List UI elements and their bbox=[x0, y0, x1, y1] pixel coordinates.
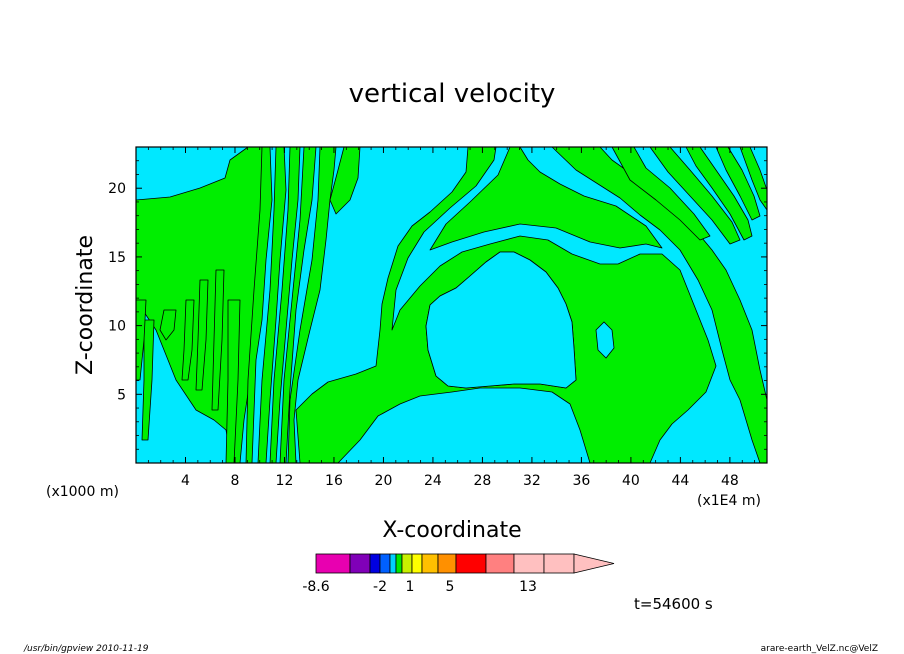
y-tick-label: 5 bbox=[117, 387, 126, 403]
contour-region-10 bbox=[611, 146, 711, 241]
x-axis-label: X-coordinate bbox=[382, 518, 521, 543]
contour-region-3 bbox=[257, 146, 287, 464]
x-tick-label: 24 bbox=[424, 473, 442, 489]
colorbar-labels: -8.6 -2 1 5 13 bbox=[302, 579, 537, 595]
x-axis-ticks: 4 8 12 16 20 24 28 32 36 40 44 48 bbox=[147, 147, 756, 489]
colorbar-segment bbox=[395, 553, 403, 574]
time-label: t=54600 s bbox=[634, 595, 713, 613]
colorbar-tick-label: 1 bbox=[406, 579, 415, 595]
contour-region-21 bbox=[141, 319, 155, 441]
contour-region-4 bbox=[269, 146, 301, 464]
chart-title: vertical velocity bbox=[349, 79, 556, 109]
contour-region-17 bbox=[211, 269, 225, 411]
x-tick-label: 32 bbox=[523, 473, 541, 489]
contour-region-6 bbox=[287, 146, 337, 464]
y-tick-label: 20 bbox=[108, 181, 126, 197]
x-tick-label: 48 bbox=[721, 473, 739, 489]
x-tick-label: 40 bbox=[622, 473, 640, 489]
plot-area bbox=[135, 146, 768, 464]
colorbar-segment bbox=[389, 553, 397, 574]
colorbar-segment bbox=[421, 553, 439, 574]
x-tick-label: 44 bbox=[671, 473, 689, 489]
plot-frame bbox=[135, 146, 768, 464]
colorbar-segment bbox=[513, 553, 545, 574]
colorbar-segment bbox=[411, 553, 423, 574]
colorbar-arrow bbox=[573, 553, 615, 574]
contour-region-12 bbox=[685, 146, 753, 241]
contour-region-20 bbox=[159, 309, 177, 341]
contour-region-18 bbox=[195, 279, 209, 391]
colorbar-segment bbox=[543, 553, 575, 574]
y-unit-label: (x1000 m) bbox=[46, 484, 119, 500]
contour-region-negative-core bbox=[425, 251, 577, 389]
colorbar-segment bbox=[379, 553, 391, 574]
contour-region-7 bbox=[329, 146, 361, 215]
colorbar-segment bbox=[437, 553, 457, 574]
contour-region-19 bbox=[181, 299, 195, 381]
contour-region-negative-pocket bbox=[595, 321, 615, 359]
x-tick-label: 12 bbox=[276, 473, 294, 489]
y-axis-ticks: 5 10 15 20 bbox=[108, 160, 767, 450]
x-tick-label: 4 bbox=[181, 473, 190, 489]
y-axis-label: Z-coordinate bbox=[73, 235, 98, 375]
colorbar-segment bbox=[369, 553, 381, 574]
colorbar-tick-label: -8.6 bbox=[302, 579, 329, 595]
x-unit-label: (x1E4 m) bbox=[697, 493, 761, 509]
colorbar-segment bbox=[401, 553, 413, 574]
x-tick-label: 28 bbox=[474, 473, 492, 489]
contour-regions bbox=[135, 146, 768, 464]
contour-region-2 bbox=[245, 146, 273, 464]
contour-region-13 bbox=[715, 146, 761, 221]
colorbar-segment bbox=[349, 553, 371, 574]
colorbar-tick-label: 5 bbox=[446, 579, 455, 595]
y-tick-label: 10 bbox=[108, 319, 126, 335]
colorbar-segment bbox=[485, 553, 515, 574]
colorbar-segment bbox=[315, 553, 351, 574]
x-tick-label: 8 bbox=[231, 473, 240, 489]
footer-left: /usr/bin/gpview 2010-11-19 bbox=[23, 644, 149, 654]
contour-region-11 bbox=[649, 146, 741, 245]
x-tick-label: 20 bbox=[375, 473, 393, 489]
footer-right: arare-earth_VelZ.nc@VelZ bbox=[761, 644, 878, 654]
colorbar-segment bbox=[455, 553, 487, 574]
y-tick-label: 15 bbox=[108, 250, 126, 266]
colorbar bbox=[315, 553, 615, 574]
x-tick-label: 16 bbox=[325, 473, 343, 489]
x-tick-label: 36 bbox=[572, 473, 590, 489]
colorbar-tick-label: -2 bbox=[373, 579, 387, 595]
colorbar-tick-label: 13 bbox=[519, 579, 537, 595]
contour-region-5 bbox=[279, 146, 317, 464]
